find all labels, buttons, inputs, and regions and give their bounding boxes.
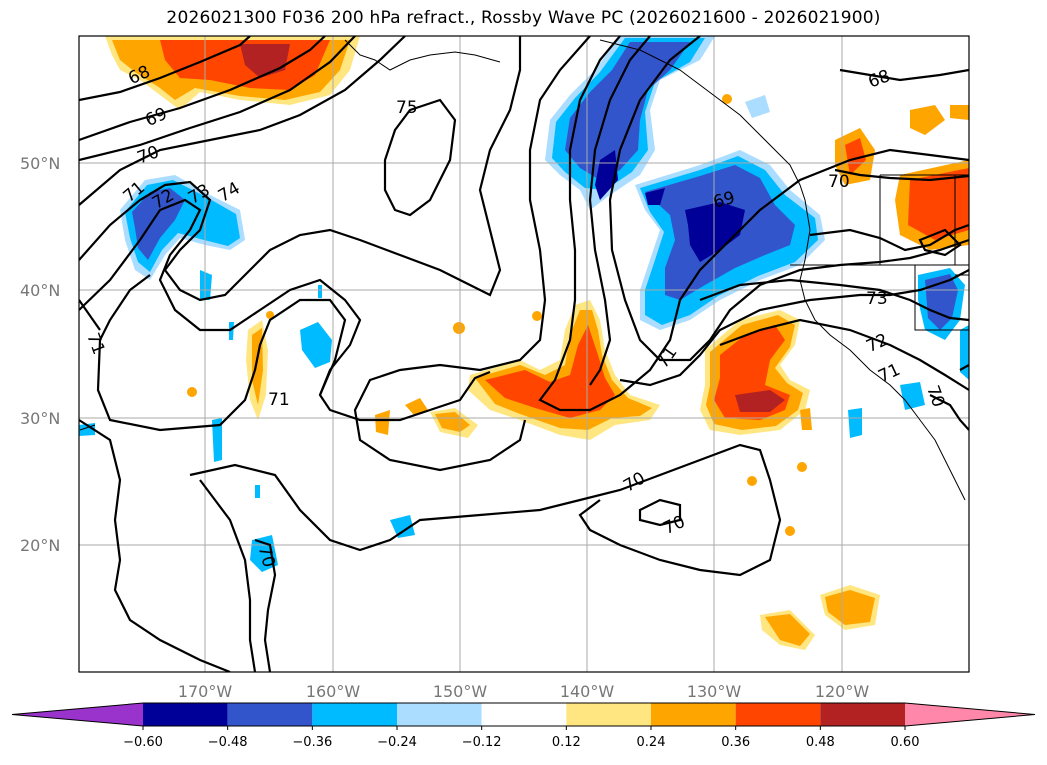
lon-label-160w: 160°W: [306, 682, 361, 701]
contour-label-70d: 70: [828, 172, 850, 192]
contour-label-75: 75: [396, 98, 418, 118]
colorbar-tick-label: 0.36: [721, 735, 750, 750]
lon-label-170w: 170°W: [178, 682, 233, 701]
colorbar-extend-low: [12, 703, 143, 726]
colorbar: −0.60 −0.48 −0.36 −0.24 −0.12 0.12 0.24 0.36 0.4…: [11, 702, 1036, 750]
lon-label-130w: 130°W: [687, 682, 742, 701]
colorbar-box: [397, 703, 482, 726]
lat-label-50n: 50°N: [20, 154, 60, 173]
colorbar-box: [735, 703, 821, 726]
colorbar-tick-label: 0.24: [637, 735, 666, 750]
lat-label-30n: 30°N: [20, 409, 60, 428]
lon-label-120w: 120°W: [815, 682, 870, 701]
contour-label-71c: 71: [268, 390, 290, 410]
colorbar-extend-high: [905, 703, 1035, 726]
colorbar-tick-label: 0.60: [891, 735, 920, 750]
colorbar-box: [143, 703, 228, 726]
colorbar-tick-label: 0.12: [552, 735, 581, 750]
colorbar-box: [566, 703, 651, 726]
graticule: [79, 36, 969, 672]
contour-label-73b: 73: [866, 289, 888, 309]
lat-label-20n: 20°N: [20, 536, 60, 555]
lon-label-140w: 140°W: [560, 682, 615, 701]
colorbar-tick-label: −0.60: [123, 735, 163, 750]
colorbar-tick-label: −0.36: [292, 735, 332, 750]
lat-label-40n: 40°N: [20, 281, 60, 300]
map-title: 2026021300 F036 200 hPa refract., Rossby…: [166, 8, 881, 28]
lon-labels: 170°W 160°W 150°W 140°W 130°W 120°W: [178, 682, 870, 701]
coastline: [79, 39, 969, 501]
colorbar-box: [651, 703, 736, 726]
colorbar-box: [820, 703, 905, 726]
colorbar-box: [227, 703, 313, 726]
map-area: [79, 36, 969, 672]
colorbar-box: [312, 703, 397, 726]
map-border: [78, 35, 970, 673]
refractivity-contours: [79, 36, 969, 672]
colorbar-tick-label: −0.48: [208, 735, 248, 750]
colorbar-tick-label: −0.12: [462, 735, 502, 750]
colorbar-tick-label: 0.48: [806, 735, 835, 750]
lat-labels: 50°N 40°N 30°N 20°N: [20, 154, 60, 555]
colorbar-tick-label: −0.24: [377, 735, 417, 750]
lon-label-150w: 150°W: [433, 682, 488, 701]
colorbar-box: [481, 703, 567, 726]
